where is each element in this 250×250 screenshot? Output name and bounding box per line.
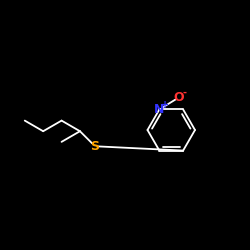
Text: +: + xyxy=(161,100,169,110)
Text: O: O xyxy=(174,91,184,104)
Text: N: N xyxy=(154,103,164,116)
Text: S: S xyxy=(90,140,100,153)
Text: -: - xyxy=(182,88,186,98)
